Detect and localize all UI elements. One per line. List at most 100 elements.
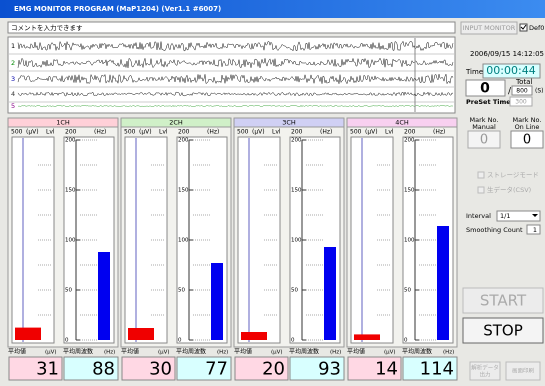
comment-placeholder: コメントを入力できます (11, 23, 83, 32)
amp-bar (128, 328, 154, 340)
export-button[interactable] (469, 361, 501, 381)
freq-tick-label: 150 (404, 188, 415, 194)
amp-value: 31 (36, 359, 59, 380)
amp-foot-unit: (μV) (384, 350, 396, 356)
freq-tick-label: 0 (404, 338, 408, 344)
amp-unit: (μV) (139, 129, 152, 136)
channel-header (346, 117, 458, 128)
waveform (17, 91, 454, 97)
freq-foot-unit: (Hz) (104, 350, 115, 356)
freq-tick-label: 200 (65, 138, 76, 144)
waveform (17, 57, 454, 69)
amp-bar (354, 334, 380, 340)
title-bar (0, 0, 545, 18)
print-label: 画面印刷 (512, 367, 535, 375)
lvl-label: Lvl (46, 129, 55, 136)
csv-checkbox[interactable] (477, 186, 485, 194)
freq-value: 88 (92, 359, 115, 380)
amp-bar (15, 327, 41, 340)
amp-value-box (8, 356, 63, 381)
interval-value: 1/1 (500, 212, 510, 220)
storage-checkbox[interactable] (477, 171, 485, 179)
count-box (465, 79, 506, 97)
freq-tick-label: 0 (178, 338, 182, 344)
waveform (17, 40, 454, 52)
total-unit: (S) (535, 88, 544, 95)
freq-unit: (Hz) (320, 129, 332, 136)
online-value: 0 (523, 133, 531, 148)
amp-max: 500 (350, 129, 362, 136)
amp-gauge (237, 136, 281, 344)
preset-box[interactable] (509, 96, 533, 107)
freq-tick-label: 200 (178, 138, 189, 144)
amp-gauge (350, 136, 394, 344)
amp-value: 20 (262, 359, 285, 380)
amp-label: 平均値 (8, 348, 26, 356)
lvl-label: Lvl (272, 129, 281, 136)
window-title: EMG MONITOR PROGRAM (MaP1204) (Ver1.1 #6… (14, 5, 221, 13)
channel-name: 2CH (169, 119, 183, 127)
amp-gauge (11, 136, 55, 344)
manual-box (467, 130, 501, 149)
smoothing-box[interactable] (526, 224, 541, 235)
smoothing-value: 1 (533, 226, 537, 234)
lvl-label: Lvl (385, 129, 394, 136)
stop-button[interactable] (462, 317, 544, 344)
start-button[interactable] (462, 287, 544, 314)
comment-box[interactable] (7, 21, 456, 34)
freq-foot-unit: (Hz) (330, 350, 341, 356)
freq-bar (98, 252, 110, 340)
amp-max: 500 (237, 129, 249, 136)
amp-foot-unit: (μV) (45, 350, 57, 356)
channel-name: 1CH (56, 119, 70, 127)
lvl-label: Lvl (159, 129, 168, 136)
freq-tick-label: 200 (404, 138, 415, 144)
manual-label: Mark No. (470, 116, 499, 124)
def-label: Def0 (529, 24, 544, 32)
freq-tick-label: 100 (404, 238, 415, 244)
amp-gauge (124, 136, 168, 344)
freq-tick-label: 50 (178, 288, 185, 294)
input-monitor-button[interactable] (460, 21, 518, 35)
datetime: 2006/09/15 14:12:05 (470, 50, 544, 58)
amp-label: 平均値 (234, 348, 252, 356)
freq-max: 200 (178, 129, 190, 136)
freq-tick-label: 0 (291, 338, 295, 344)
preset-value: 300 (515, 99, 527, 106)
separator: / (508, 87, 512, 97)
export-label: 解析データ (471, 364, 499, 372)
time-value: 00:00:44 (486, 64, 535, 77)
amp-value-box (234, 356, 289, 381)
freq-max: 200 (65, 129, 77, 136)
count-value: 0 (480, 81, 490, 97)
print-button[interactable] (505, 361, 541, 381)
amp-value: 30 (149, 359, 172, 380)
freq-tick-label: 150 (178, 188, 189, 194)
amp-unit: (μV) (26, 129, 39, 136)
freq-value: 114 (420, 359, 454, 380)
freq-label: 平均周波数 (402, 348, 432, 356)
time-label: Time (465, 68, 483, 76)
freq-value-box (289, 356, 345, 381)
storage-label: ストレージモード (487, 171, 539, 179)
amp-label: 平均値 (347, 348, 365, 356)
freq-tick-label: 100 (178, 238, 189, 244)
channel-header (233, 117, 345, 128)
freq-tick-label: 100 (65, 238, 76, 244)
combo-arrow (532, 214, 538, 217)
freq-bar (211, 263, 223, 340)
channel-header (120, 117, 232, 128)
total-value: 800 (516, 88, 528, 95)
amp-max: 500 (124, 129, 136, 136)
interval-label: Interval (466, 212, 491, 220)
input-monitor-label: INPUT MONITOR (463, 24, 516, 32)
amp-value-box (347, 356, 402, 381)
manual-value: 0 (480, 133, 488, 148)
freq-value-box (63, 356, 119, 381)
freq-foot-unit: (Hz) (443, 350, 454, 356)
interval-combo[interactable] (496, 210, 541, 222)
freq-value-box (176, 356, 232, 381)
check-mark (520, 24, 527, 30)
total-label: Total (515, 78, 532, 86)
